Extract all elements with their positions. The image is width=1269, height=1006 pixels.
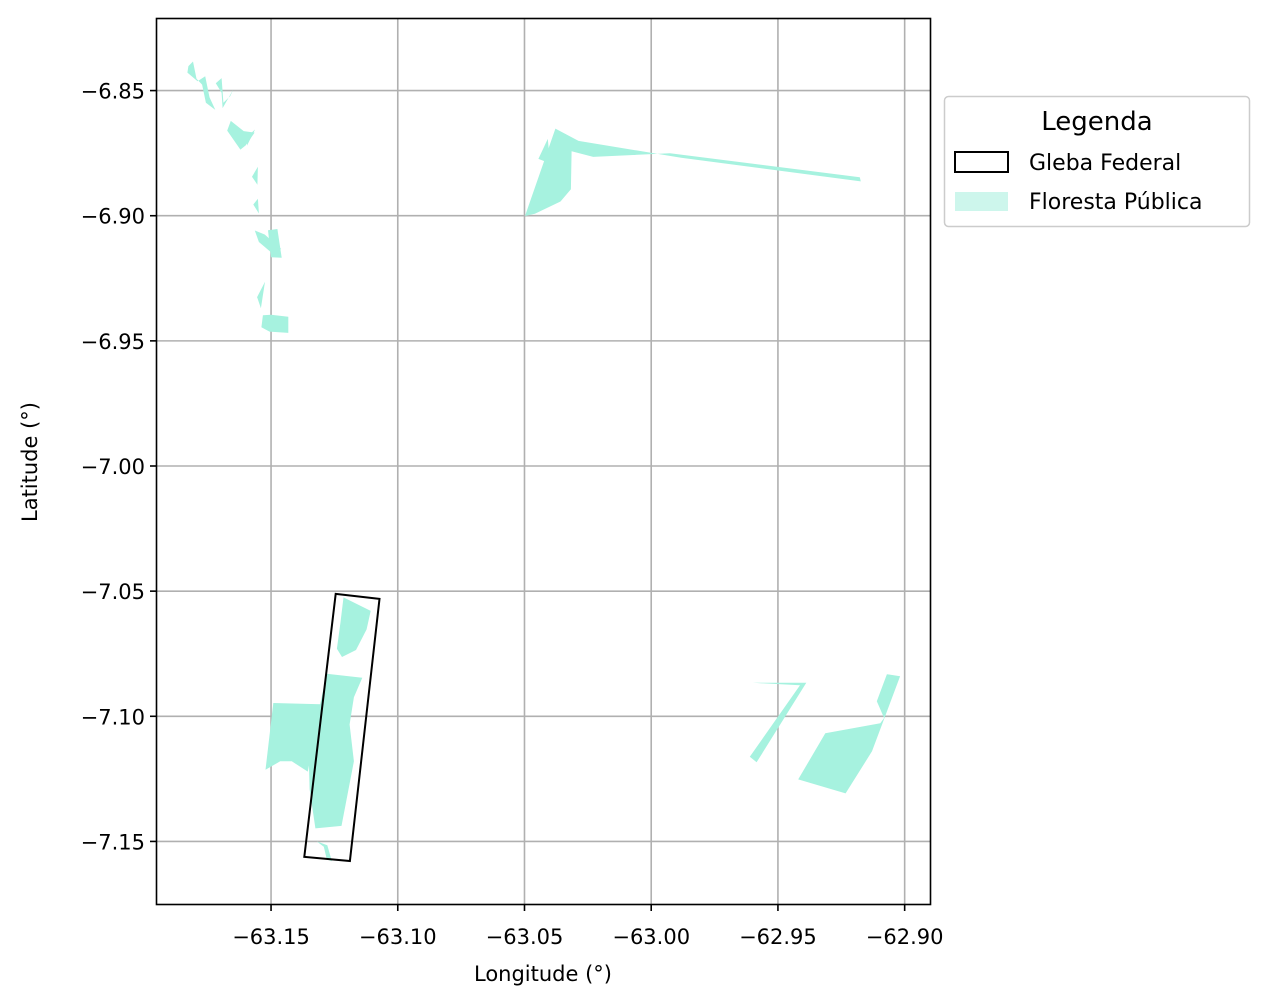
y-tick-label: −6.90 [81, 205, 145, 229]
floresta-publica-polygon [253, 198, 259, 214]
legend-box [943, 95, 1251, 228]
floresta-publica-polygon [336, 597, 371, 657]
floresta-publica-polygon [261, 314, 289, 333]
floresta-publica-polygon [265, 703, 321, 772]
y-tick-label: −7.05 [81, 580, 145, 604]
x-tick-label: −62.95 [739, 925, 817, 949]
legend-title: Legenda [1041, 107, 1152, 137]
gleba-federal-polygon [303, 592, 381, 863]
legend-swatch-gleba-federal [954, 151, 1009, 173]
x-tick-label: −62.90 [866, 925, 944, 949]
legend: Legenda Gleba Federal Floresta Pública [943, 95, 1251, 228]
floresta-publica-polygon [252, 166, 258, 185]
axis-ticks: −63.15 −63.10 −63.05 −63.00 −62.95 −62.90 −6.8… [81, 80, 944, 949]
x-tick-label: −63.00 [612, 925, 690, 949]
floresta-publica-polygon [316, 841, 332, 862]
x-tick-label: −63.10 [359, 925, 437, 949]
floresta-publica-polygon [798, 674, 901, 794]
y-tick-label: −7.15 [81, 830, 145, 854]
floresta-publica-polygon [257, 281, 265, 309]
y-axis-label: Latitude (°) [18, 402, 42, 522]
x-tick-label: −63.05 [486, 925, 564, 949]
y-tick-label: −6.85 [81, 80, 145, 104]
legend-swatch-floresta-publica [955, 192, 1008, 211]
x-axis-label: Longitude (°) [474, 962, 612, 986]
y-tick-label: −6.95 [81, 330, 145, 354]
floresta-publica-polygon [215, 78, 234, 109]
legend-label-gleba-federal: Gleba Federal [1029, 151, 1181, 176]
grid-lines [157, 18, 930, 904]
floresta-publica-polygon [247, 129, 256, 146]
floresta-publica-polygon [268, 229, 282, 258]
plot-frame [155, 17, 932, 906]
floresta-publica-polygon [525, 128, 861, 216]
x-tick-label: −63.15 [232, 925, 310, 949]
map-layers [187, 61, 901, 863]
y-tick-label: −7.10 [81, 705, 145, 729]
floresta-publica-polygon [187, 61, 216, 110]
y-tick-label: −7.00 [81, 455, 145, 479]
floresta-publica-polygon [538, 138, 551, 164]
floresta-publica-polygon [749, 682, 807, 763]
legend-label-floresta-publica: Floresta Pública [1029, 190, 1202, 215]
